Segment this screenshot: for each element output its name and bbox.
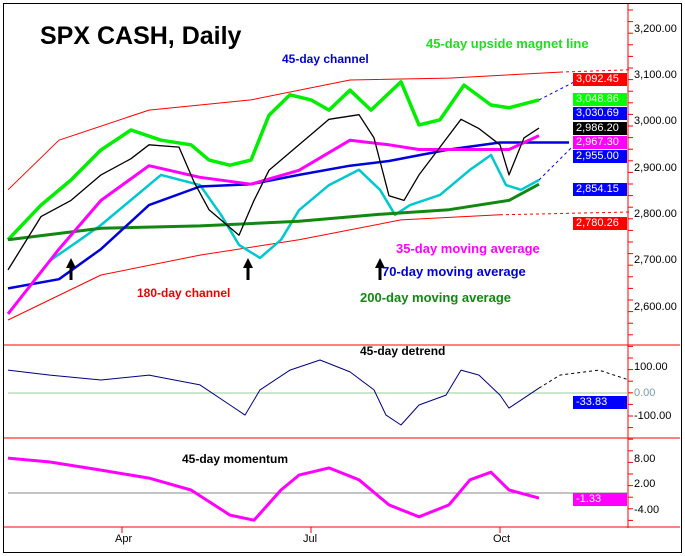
series-180-day-channel-lower xyxy=(7,214,501,321)
up-arrow-icon xyxy=(66,258,76,268)
series-45-day-channel-lower xyxy=(49,153,540,262)
value-badge: 2,986.20 xyxy=(573,122,627,135)
y-tick: 3,000.00 xyxy=(634,115,677,127)
projection-line xyxy=(538,146,573,181)
series-35-day-moving-average xyxy=(6,134,540,315)
value-badge: -1.33 xyxy=(573,493,627,506)
x-tick: Apr xyxy=(115,533,133,545)
y-tick: 3,100.00 xyxy=(634,69,677,81)
y-tick: -4.00 xyxy=(634,504,660,516)
y-tick: 100.00 xyxy=(634,361,668,373)
value-badge: 2,780.26 xyxy=(573,217,627,230)
label-180-day-channel: 180-day channel xyxy=(137,286,231,300)
series-200-day-moving-average xyxy=(7,182,540,242)
chart-title: SPX CASH, Daily xyxy=(40,22,242,50)
series-spx-close xyxy=(7,114,540,271)
y-tick: 2,800.00 xyxy=(634,208,677,220)
series-45-day-momentum xyxy=(7,456,540,522)
value-badge: 3,048.86 xyxy=(573,93,627,106)
momentum-title: 45-day momentum xyxy=(182,452,289,466)
up-arrow-icon xyxy=(243,258,253,268)
value-badge: 2,967.30 xyxy=(573,136,627,149)
label-magnet-line: 45-day upside magnet line xyxy=(426,36,589,51)
series-180-day-channel-upper xyxy=(7,71,561,191)
value-badge: 3,092.45 xyxy=(573,73,627,86)
x-tick: Oct xyxy=(493,533,511,545)
label-ma35: 35-day moving average xyxy=(396,241,540,256)
label-ma70: 70-day moving average xyxy=(382,264,526,279)
y-tick: 2,700.00 xyxy=(634,254,677,266)
value-badge: -33.83 xyxy=(573,396,627,409)
y-tick: 0.00 xyxy=(634,387,656,399)
y-tick: 3,200.00 xyxy=(634,23,677,35)
series-45-day-channel-upper xyxy=(6,80,540,242)
value-badge: 3,030.69 xyxy=(573,107,627,120)
label-45-day-channel: 45-day channel xyxy=(282,52,369,66)
value-badge: 2,955.00 xyxy=(573,150,627,163)
label-ma200: 200-day moving average xyxy=(360,290,512,305)
y-tick: -100.00 xyxy=(634,410,672,422)
value-badge: 2,854.15 xyxy=(573,183,627,196)
detrend-title: 45-day detrend xyxy=(360,344,446,358)
chart-frame xyxy=(3,3,682,553)
projection-line xyxy=(559,69,630,73)
up-arrow-icon xyxy=(375,258,385,268)
y-tick: 8.00 xyxy=(634,453,656,465)
y-tick: 2,600.00 xyxy=(634,301,677,313)
series-45-day-detrend xyxy=(7,359,540,426)
projection-line xyxy=(499,211,630,216)
y-tick: 2.00 xyxy=(634,478,656,490)
y-tick: 2,900.00 xyxy=(634,162,677,174)
x-tick: Jul xyxy=(303,533,318,545)
projection-line xyxy=(538,79,579,101)
projection-line xyxy=(538,369,630,389)
